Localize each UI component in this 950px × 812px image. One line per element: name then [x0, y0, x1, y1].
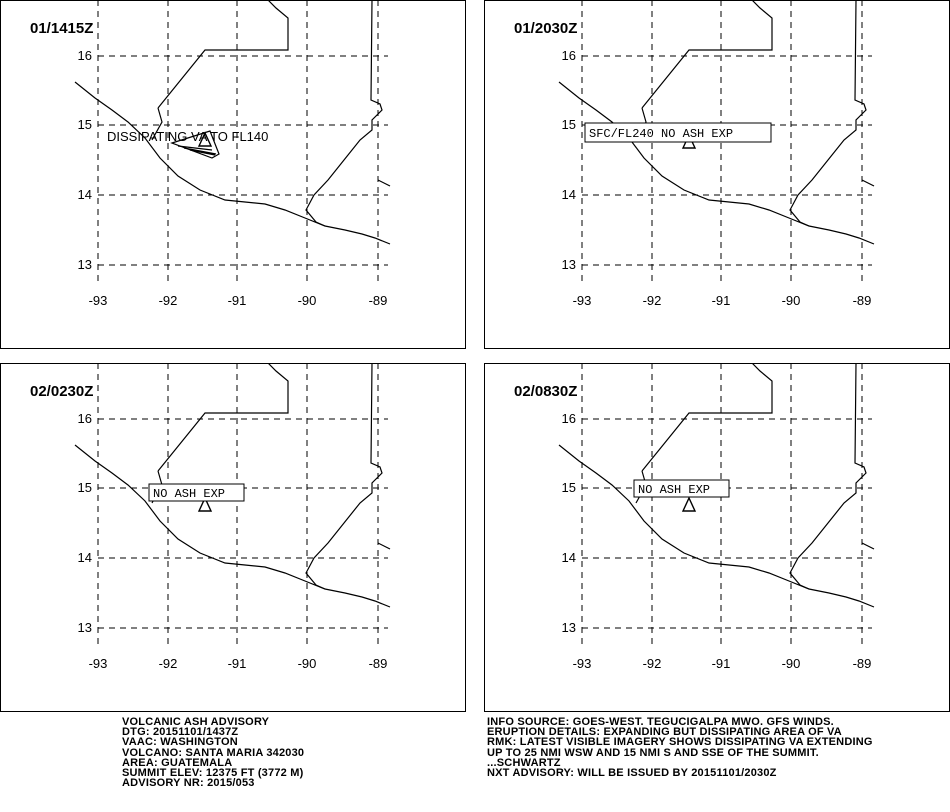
lon-tick: -89 — [853, 293, 872, 308]
panel-time-label: 02/0830Z — [514, 383, 577, 400]
ash-area — [170, 130, 220, 159]
lon-tick-labels: -93 -92 -91 -90 -89 — [573, 656, 872, 671]
ash-annotation: NO ASH EXP — [633, 479, 730, 498]
lat-tick-labels: 16 15 14 13 — [562, 411, 576, 635]
lon-tick: -92 — [643, 293, 662, 308]
summit-triangle — [681, 496, 697, 512]
advisory-line: SUMMIT ELEV: 12375 FT (3772 M) — [122, 767, 304, 780]
map-svg-3: -93 -92 -91 -90 -89 16 15 14 13 02/0230Z… — [0, 363, 466, 712]
coastline-and-borders — [558, 363, 875, 608]
lon-tick: -90 — [298, 293, 317, 308]
coastline-and-borders — [74, 0, 391, 245]
panel-frame — [0, 0, 466, 349]
lat-tick: 16 — [562, 411, 576, 426]
map-panel-3: -93 -92 -91 -90 -89 16 15 14 13 02/0230Z… — [0, 363, 466, 712]
advisory-line: VOLCANO: SANTA MARIA 342030 — [122, 746, 305, 759]
lon-tick: -93 — [89, 293, 108, 308]
advisory-line: ADVISORY NR: 2015/053 — [122, 777, 255, 790]
lon-tick: -90 — [782, 293, 801, 308]
lat-tick: 14 — [78, 550, 92, 565]
lat-tick: 15 — [78, 117, 92, 132]
map-svg-1: -93 -92 -91 -90 -89 16 15 14 13 01/1415Z… — [0, 0, 466, 349]
lat-tick: 13 — [78, 257, 92, 272]
annotation-text: DISSIPATING VA TO FL140 — [107, 129, 268, 144]
ash-annotation: DISSIPATING VA TO FL140 — [107, 129, 268, 144]
lat-tick: 16 — [562, 48, 576, 63]
advisory-line: INFO SOURCE: GOES-WEST. TEGUCIGALPA MWO.… — [487, 716, 834, 728]
lat-tick: 13 — [562, 620, 576, 635]
lat-tick-labels: 16 15 14 13 — [78, 411, 92, 635]
lat-tick: 13 — [562, 257, 576, 272]
panel-time-label: 02/0230Z — [30, 383, 93, 400]
panel-time-label: 01/2030Z — [514, 20, 577, 37]
lon-tick: -90 — [782, 656, 801, 671]
lat-tick: 14 — [562, 550, 576, 565]
lon-tick: -90 — [298, 656, 317, 671]
lon-tick: -89 — [369, 293, 388, 308]
lat-tick: 15 — [562, 117, 576, 132]
lon-tick: -91 — [228, 656, 247, 671]
lon-tick: -92 — [159, 293, 178, 308]
map-svg-4: -93 -92 -91 -90 -89 16 15 14 13 02/0830Z… — [484, 363, 950, 712]
lon-tick: -92 — [643, 656, 662, 671]
graticule — [581, 363, 872, 646]
lat-tick: 16 — [78, 411, 92, 426]
graticule — [97, 0, 388, 283]
lon-tick: -93 — [89, 656, 108, 671]
ash-annotation: NO ASH EXP — [148, 483, 245, 502]
coastline-and-borders — [558, 0, 875, 245]
lon-tick: -93 — [573, 656, 592, 671]
advisory-line: ...SCHWARTZ — [487, 756, 561, 769]
lat-tick: 15 — [78, 480, 92, 495]
map-svg-2: -93 -92 -91 -90 -89 16 15 14 13 01/2030Z… — [484, 0, 950, 349]
advisory-line: NXT ADVISORY: WILL BE ISSUED BY 20151101… — [487, 767, 777, 780]
lat-tick: 14 — [78, 187, 92, 202]
advisory-summary-left: VOLCANIC ASH ADVISORY DTG: 20151101/1437… — [122, 716, 305, 790]
lon-tick: -89 — [369, 656, 388, 671]
panel-time-label: 01/1415Z — [30, 20, 93, 37]
summit-triangle — [197, 496, 213, 512]
coastline-and-borders — [74, 363, 391, 608]
annotation-text: SFC/FL240 NO ASH EXP — [589, 127, 733, 141]
advisory-line: VOLCANIC ASH ADVISORY — [122, 716, 270, 728]
lon-tick: -91 — [228, 293, 247, 308]
lon-tick: -91 — [712, 293, 731, 308]
map-panel-1: -93 -92 -91 -90 -89 16 15 14 13 01/1415Z… — [0, 0, 466, 349]
advisory-line: VAAC: WASHINGTON — [122, 736, 238, 749]
panel-frame — [0, 363, 466, 712]
lon-tick: -91 — [712, 656, 731, 671]
lat-tick-labels: 16 15 14 13 — [78, 48, 92, 272]
map-panel-2: -93 -92 -91 -90 -89 16 15 14 13 01/2030Z… — [484, 0, 950, 349]
advisory-line: UP TO 25 NMI WSW AND 15 NMI S AND SSE OF… — [487, 746, 819, 759]
ash-annotation: SFC/FL240 NO ASH EXP — [584, 122, 772, 143]
lon-tick: -92 — [159, 656, 178, 671]
lon-tick: -89 — [853, 656, 872, 671]
advisory-line: DTG: 20151101/1437Z — [122, 726, 239, 739]
lat-tick: 13 — [78, 620, 92, 635]
lon-tick-labels: -93 -92 -91 -90 -89 — [89, 293, 388, 308]
advisory-details-right: INFO SOURCE: GOES-WEST. TEGUCIGALPA MWO.… — [487, 716, 873, 780]
advisory-line: ERUPTION DETAILS: EXPANDING BUT DISSIPAT… — [487, 726, 842, 739]
annotation-text: NO ASH EXP — [638, 483, 710, 497]
lat-tick: 16 — [78, 48, 92, 63]
lon-tick-labels: -93 -92 -91 -90 -89 — [89, 656, 388, 671]
lat-tick-labels: 16 15 14 13 — [562, 48, 576, 272]
annotation-text: NO ASH EXP — [153, 487, 225, 501]
summit-triangle — [197, 131, 213, 147]
graticule — [97, 363, 388, 646]
lon-tick: -93 — [573, 293, 592, 308]
advisory-line: RMK: LATEST VISIBLE IMAGERY SHOWS DISSIP… — [487, 736, 873, 749]
lat-tick: 14 — [562, 187, 576, 202]
map-panel-4: -93 -92 -91 -90 -89 16 15 14 13 02/0830Z… — [484, 363, 950, 712]
advisory-line: AREA: GUATEMALA — [122, 756, 233, 769]
lat-tick: 15 — [562, 480, 576, 495]
lon-tick-labels: -93 -92 -91 -90 -89 — [573, 293, 872, 308]
